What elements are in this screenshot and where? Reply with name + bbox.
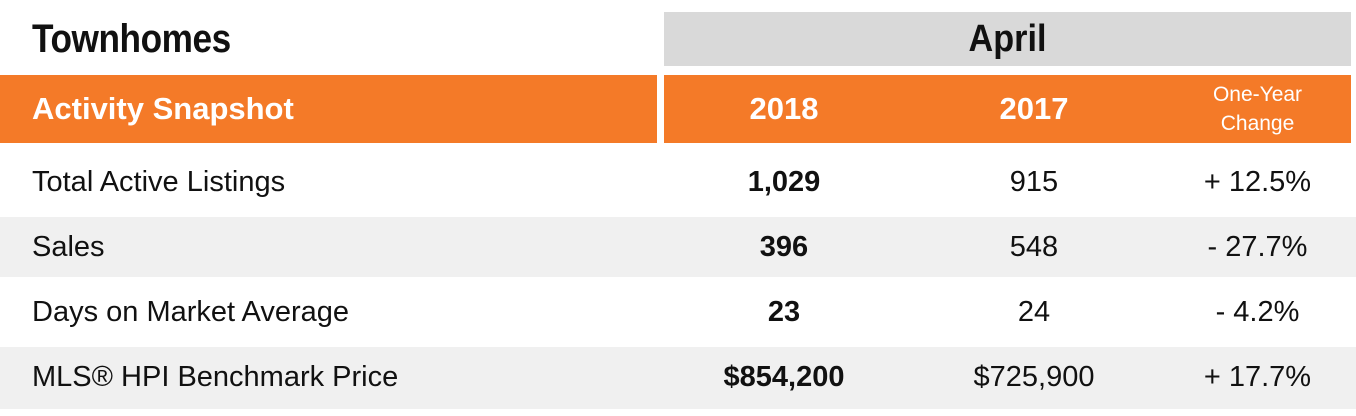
value-2018: 1,029: [747, 166, 821, 198]
column-header-2018: 2018: [749, 91, 819, 126]
value-2017: 548: [1009, 231, 1059, 263]
month-band: April: [664, 12, 1351, 66]
value-2017: $725,900: [973, 361, 1095, 393]
row-label: MLS® HPI Benchmark Price: [32, 361, 399, 393]
value-2018: 23: [767, 296, 801, 328]
header-band-right: [664, 75, 1351, 143]
table-row: Sales 396 548 - 27.7%: [0, 217, 1356, 277]
value-2017: 915: [1009, 166, 1059, 198]
table-row: MLS® HPI Benchmark Price $854,200 $725,9…: [0, 347, 1356, 409]
row-label: Sales: [32, 231, 105, 263]
row-label: Total Active Listings: [32, 166, 286, 198]
column-header-change: One-Year Change: [1164, 80, 1351, 140]
section-title: Activity Snapshot: [32, 91, 294, 126]
header-band-left: Activity Snapshot: [0, 75, 657, 143]
change-header-line2: Change: [1220, 112, 1295, 135]
value-2018: 396: [759, 231, 809, 263]
value-2018: $854,200: [723, 361, 845, 393]
table-row: Total Active Listings 1,029 915 + 12.5%: [0, 152, 1356, 212]
value-change: - 27.7%: [1207, 231, 1308, 263]
value-change: + 17.7%: [1203, 361, 1312, 393]
value-2017: 24: [1017, 296, 1051, 328]
page-title: Townhomes: [32, 17, 231, 61]
row-label: Days on Market Average: [32, 296, 350, 328]
month-label: April: [968, 18, 1047, 60]
value-change: + 12.5%: [1203, 166, 1312, 198]
value-change: - 4.2%: [1215, 296, 1300, 328]
table-row: Days on Market Average 23 24 - 4.2%: [0, 282, 1356, 342]
column-header-2017: 2017: [999, 91, 1069, 126]
change-header-line1: One-Year: [1212, 83, 1303, 106]
